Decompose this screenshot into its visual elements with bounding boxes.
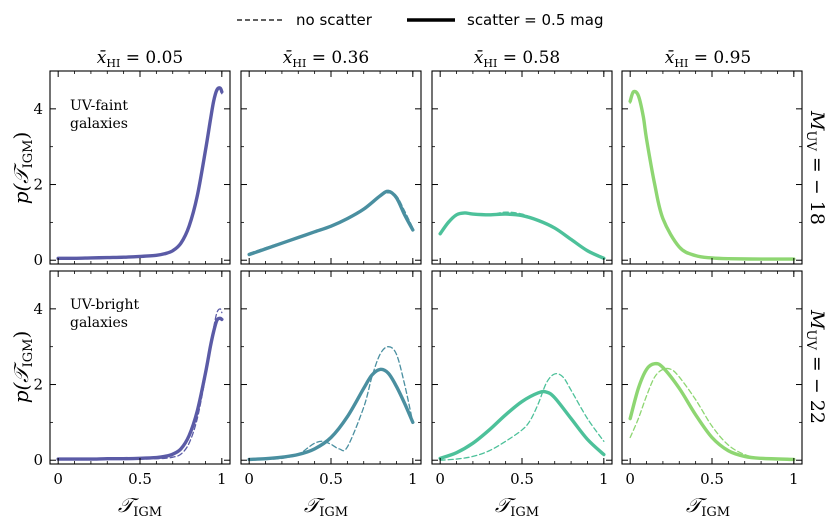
- x-tick-label-r2c2-1: 0.5: [319, 470, 343, 488]
- column-titles: x̄HI = 0.05 x̄HI = 0.36 x̄HI = 0.58 x̄HI…: [97, 48, 751, 70]
- series-line-r1c4-scatter: [628, 89, 796, 261]
- column-title-2: x̄HI = 0.36: [283, 48, 369, 70]
- panel-r1c3: [431, 70, 613, 265]
- column-title-3-main: x̄: [474, 48, 484, 68]
- column-title-3: x̄HI = 0.58: [474, 48, 560, 70]
- x-tick-label-r2c4-2: 1: [789, 470, 799, 488]
- y-axis-title-2-sub: IGM: [21, 339, 36, 368]
- x-tick-label-r2c3-0: 0: [435, 470, 445, 488]
- panel-frame-r2c2: [240, 270, 422, 465]
- x-axis-title-col-2: 𝒯IGM: [304, 493, 348, 520]
- series-line-r1c1-no-scatter: [57, 89, 223, 260]
- legend-label-scatter: scatter = 0.5 mag: [467, 11, 603, 29]
- panel-r2c2: 0 0.5 1: [240, 270, 422, 488]
- row-label-1: MUV = − 18: [803, 110, 828, 225]
- y-tick-label-r2c1-2: 4: [33, 300, 43, 318]
- y-tick-label-r1c1-0: 0: [33, 251, 43, 269]
- x-tick-label-r2c3-1: 0.5: [510, 470, 534, 488]
- row-label-1-sub: UV: [803, 130, 818, 151]
- y-tick-label-r1c1-1: 2: [33, 176, 43, 194]
- x-tick-label-r2c3-2: 1: [599, 470, 609, 488]
- x-tick-label-r2c1-0: 0: [53, 470, 63, 488]
- legend: no scatter scatter = 0.5 mag: [237, 11, 603, 29]
- series-line-r1c2-scatter: [247, 189, 415, 257]
- column-title-1-main: x̄: [97, 48, 107, 68]
- series-line-r2c4-scatter: [628, 361, 796, 462]
- x-tick-label-r2c4-0: 0: [625, 470, 635, 488]
- y-axis-title-1-post: ): [9, 132, 33, 140]
- panel-r2c4: 0 0.5 1: [621, 270, 803, 488]
- x-axis-title-4-sub: IGM: [701, 505, 730, 520]
- series-line-r1c2-no-scatter: [248, 192, 414, 255]
- panel-frame-r1c2: [240, 70, 422, 265]
- column-title-4-main: x̄: [665, 48, 675, 68]
- x-axis-title-col-1: 𝒯IGM: [118, 493, 162, 520]
- x-tick-label-r2c1-1: 0.5: [128, 470, 152, 488]
- x-axis-title-col-3: 𝒯IGM: [495, 493, 539, 520]
- column-title-2-main: x̄: [283, 48, 293, 68]
- series-line-r2c3-scatter: [438, 389, 606, 461]
- column-title-1-sub: HI: [106, 57, 120, 70]
- y-axis-title-row-2: p(𝒯IGM): [9, 331, 36, 404]
- panel-r2c1: 0 0.5 1 0 2 4: [33, 270, 231, 488]
- panel-frame-r1c3: [431, 70, 613, 265]
- y-tick-label-r2c1-0: 0: [33, 451, 43, 469]
- series-line-r1c4-no-scatter: [629, 91, 795, 260]
- annotation-uv-faint-line-1: UV-faint: [70, 98, 128, 114]
- column-title-1-rest: = 0.05: [120, 48, 183, 68]
- x-axis-title-1-sub: IGM: [133, 505, 162, 520]
- annotation-uv-faint-line-2: galaxies: [70, 116, 128, 132]
- column-title-3-sub: HI: [483, 57, 497, 70]
- y-axis-title-2-pre: p(: [9, 381, 33, 403]
- series-line-r1c3-no-scatter: [439, 211, 605, 259]
- column-title-2-rest: = 0.36: [306, 48, 369, 68]
- row-label-1-rest: = − 18: [806, 151, 828, 225]
- y-axis-title-1-pre: p(: [9, 182, 33, 204]
- x-tick-label-r2c4-1: 0.5: [700, 470, 724, 488]
- row-label-2-sub: UV: [803, 329, 818, 350]
- row-label-2-main: M: [806, 309, 828, 330]
- series-line-r1c3-scatter: [438, 211, 606, 261]
- series-line-r2c1-no-scatter: [57, 308, 223, 460]
- series-line-r2c2-scatter: [247, 367, 415, 462]
- y-axis-title-row-1: p(𝒯IGM): [9, 132, 36, 205]
- x-tick-label-r2c2-0: 0: [244, 470, 254, 488]
- y-axis-title-1-sub: IGM: [21, 140, 36, 169]
- x-axis-title-3-sub: IGM: [510, 505, 539, 520]
- x-tick-label-r2c1-2: 1: [217, 470, 227, 488]
- annotation-uv-bright-line-2: galaxies: [70, 315, 128, 331]
- column-title-2-sub: HI: [292, 57, 306, 70]
- annotation-uv-bright-line-1: UV-bright: [70, 297, 139, 313]
- panel-r1c2: [240, 70, 422, 265]
- legend-label-no-scatter: no scatter: [296, 11, 373, 29]
- series-line-r2c4-no-scatter: [629, 367, 795, 461]
- x-tick-label-r2c2-2: 1: [408, 470, 418, 488]
- y-tick-label-r2c1-1: 2: [33, 376, 43, 394]
- series-line-r2c2-no-scatter: [248, 346, 414, 461]
- panel-r1c4: [621, 70, 803, 265]
- series-line-r2c1-scatter: [56, 316, 224, 461]
- panel-r2c3: 0 0.5 1: [431, 270, 613, 488]
- row-label-2-rest: = − 22: [806, 350, 828, 424]
- y-tick-label-r1c1-2: 4: [33, 100, 43, 118]
- x-axis-title-col-4: 𝒯IGM: [686, 493, 730, 520]
- series-line-r2c3-no-scatter: [439, 372, 605, 461]
- column-title-1: x̄HI = 0.05: [97, 48, 183, 70]
- column-title-3-rest: = 0.58: [497, 48, 560, 68]
- x-axis-title-2-sub: IGM: [319, 505, 348, 520]
- panel-r1c1: 0 2 4: [33, 70, 231, 269]
- row-label-1-main: M: [806, 110, 828, 131]
- column-title-4-rest: = 0.95: [688, 48, 751, 68]
- y-axis-title-2-post: ): [9, 331, 33, 339]
- panel-frame-r1c4: [621, 70, 803, 265]
- column-title-4-sub: HI: [674, 57, 688, 70]
- column-title-4: x̄HI = 0.95: [665, 48, 751, 70]
- row-label-2: MUV = − 22: [803, 309, 828, 424]
